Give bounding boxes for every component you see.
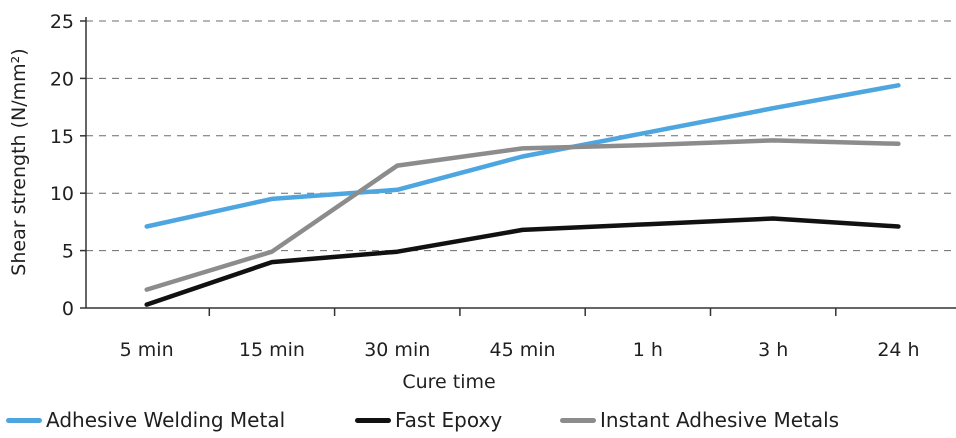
axes <box>80 17 956 316</box>
legend-item-fast-epoxy[interactable]: Fast Epoxy <box>355 408 502 432</box>
x-tick-label: 30 min <box>364 339 430 361</box>
y-tick-label: 10 <box>50 183 74 205</box>
y-axis-title: Shear strength (N/mm²) <box>8 48 30 275</box>
y-tick-label: 20 <box>50 68 74 90</box>
series-line-adhesive-welding-metal <box>144 83 901 229</box>
legend-swatch <box>560 417 596 423</box>
x-tick-label: 45 min <box>490 339 556 361</box>
legend: Adhesive Welding Metal Fast Epoxy Instan… <box>0 404 956 438</box>
x-tick-label: 3 h <box>758 339 788 361</box>
series-lines <box>144 83 901 307</box>
series-line-instant-adhesive-metals <box>144 138 901 292</box>
y-tick-label: 0 <box>62 298 74 320</box>
tick-labels: 0 5 10 15 20 25 5 min 15 min 30 min 45 min 1 h 3 h 2… <box>50 11 920 361</box>
legend-item-adhesive-welding-metal[interactable]: Adhesive Welding Metal <box>6 408 285 432</box>
legend-label: Fast Epoxy <box>395 408 503 432</box>
line-chart: 0 5 10 15 20 25 5 min 15 min 30 min 45 min 1 h 3 h 2… <box>8 11 956 393</box>
y-tick-label: 15 <box>50 126 74 148</box>
x-axis-title: Cure time <box>402 371 495 393</box>
x-tick-label: 15 min <box>239 339 305 361</box>
gridlines <box>86 20 956 252</box>
legend-swatch <box>355 417 391 423</box>
y-tick-label: 25 <box>50 11 74 33</box>
legend-label: Adhesive Welding Metal <box>46 408 286 432</box>
x-tick-label: 1 h <box>633 339 663 361</box>
legend-item-instant-adhesive-metals[interactable]: Instant Adhesive Metals <box>560 408 839 432</box>
legend-label: Instant Adhesive Metals <box>600 408 840 432</box>
series-line-fast-epoxy <box>144 216 901 307</box>
legend-swatch <box>6 417 42 423</box>
y-tick-label: 5 <box>62 241 74 263</box>
x-tick-label: 5 min <box>120 339 174 361</box>
x-tick-label: 24 h <box>877 339 919 361</box>
